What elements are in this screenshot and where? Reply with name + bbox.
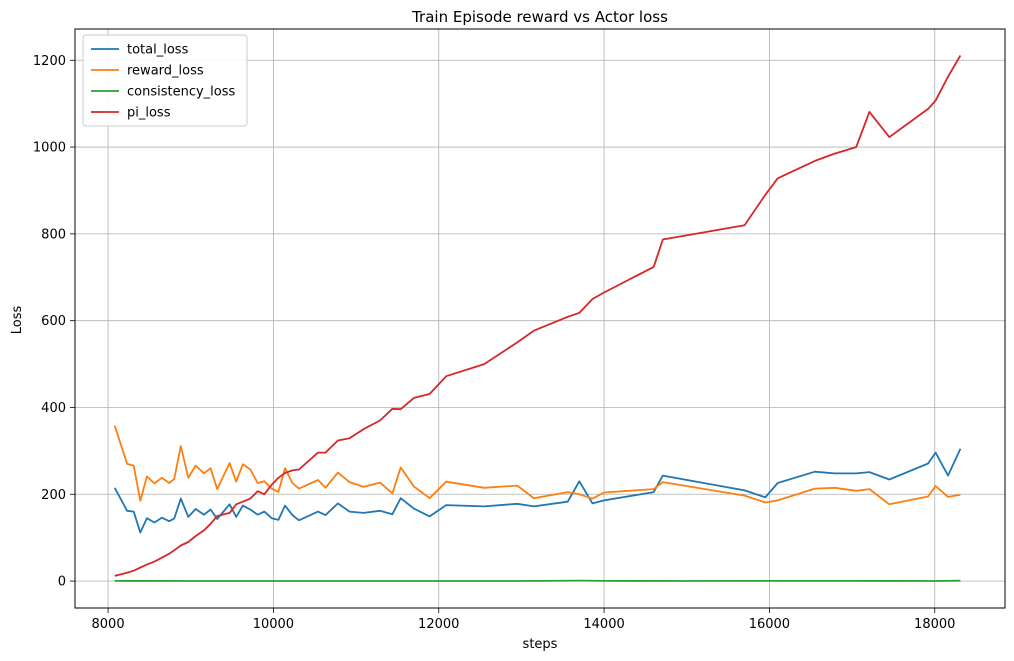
y-axis-label: Loss	[10, 306, 25, 335]
x-tick-label: 16000	[749, 617, 790, 632]
legend-label: pi_loss	[127, 106, 171, 121]
legend: total_loss reward_loss consistency_loss pi_…	[82, 34, 248, 127]
legend-box	[82, 34, 248, 127]
y-tick-label: 400	[41, 401, 66, 416]
y-axis: 0 200 400 600 800 1000 1200	[33, 54, 75, 590]
grid-lines	[75, 29, 1005, 608]
x-tick-label: 8000	[92, 617, 125, 632]
chart-title: Train Episode reward vs Actor loss	[411, 8, 668, 26]
x-axis-label: steps	[523, 637, 558, 652]
x-tick-label: 14000	[583, 617, 624, 632]
x-tick-label: 18000	[914, 617, 955, 632]
x-axis: 8000 10000 12000 14000 16000 18000	[92, 608, 955, 632]
y-tick-label: 1200	[33, 54, 66, 69]
y-tick-label: 0	[58, 575, 66, 590]
plot-frame	[74, 28, 1006, 609]
x-tick-label: 10000	[253, 617, 294, 632]
y-tick-label: 600	[41, 314, 66, 329]
legend-label: reward_loss	[127, 64, 204, 79]
series-layer	[113, 55, 962, 582]
legend-label: total_loss	[127, 43, 189, 58]
legend-label: consistency_loss	[127, 85, 236, 100]
series-line-total_loss	[113, 448, 962, 534]
series-line-pi_loss	[114, 55, 962, 577]
y-tick-label: 800	[41, 227, 66, 242]
x-tick-label: 12000	[418, 617, 459, 632]
series-line-reward_loss	[113, 425, 961, 506]
y-tick-label: 200	[41, 488, 66, 503]
y-tick-label: 1000	[33, 141, 66, 156]
